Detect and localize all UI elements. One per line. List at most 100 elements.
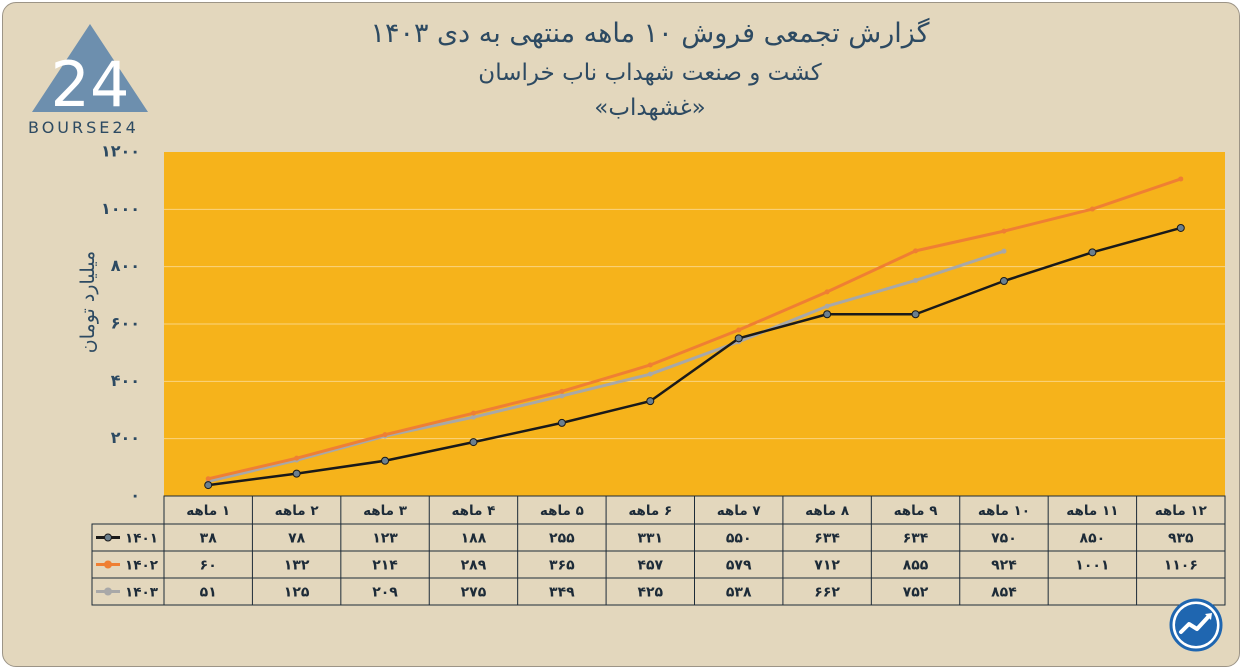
data-label: ۳۴۹ [549,585,575,601]
x-tick-label: ۱۱ ماهه [1066,503,1118,519]
y-tick-label: ۲۰۰ [111,428,140,447]
data-point [824,289,830,295]
y-tick-label: ۱۲۰۰ [101,142,140,161]
data-point [470,414,476,420]
series-line-۱۴۰۲ [207,177,1182,481]
data-label: ۵۱ [200,585,217,601]
trend-up-icon [1169,598,1223,652]
data-point [999,277,1008,285]
data-label: ۳۸ [200,531,218,547]
data-label: ۵۷۹ [726,558,752,574]
data-label: ۸۵۰ [1080,531,1106,547]
data-point [470,410,476,416]
x-tick-label: ۴ ماهه [451,503,495,519]
x-tick-label: ۹ ماهه [894,503,938,519]
plot-area [164,152,1225,496]
data-label: ۷۸ [288,531,306,547]
data-point [911,310,920,319]
data-point [1088,248,1097,257]
data-point [382,432,388,438]
data-point [1178,176,1184,182]
legend-marker [104,587,112,596]
y-tick-label: ۸۰۰ [111,256,140,275]
data-label: ۵۵۰ [726,531,752,547]
data-point [1001,228,1007,234]
data-label: ۹۳۵ [1168,531,1194,547]
logo-text: BOURSE24 [28,118,139,137]
data-label: ۸۵۴ [991,585,1017,601]
data-label: ۵۳۸ [726,585,752,601]
legend-marker [104,560,112,569]
logo-mark: 24 [51,48,130,121]
chart-subtitle: کشت و صنعت شهداب ناب خراسان [478,60,822,86]
data-point [647,362,653,368]
data-label: ۱۲۳ [372,531,398,547]
data-point [647,371,653,377]
data-label: ۸۵۵ [903,558,929,574]
data-label: ۹۲۴ [991,558,1017,574]
legend-label: ۱۴۰۲ [125,558,159,574]
data-label: ۱۸۸ [461,531,487,547]
data-label: ۶۳۴ [814,531,840,547]
data-point [559,388,565,394]
legend-label: ۱۴۰۱ [125,531,158,547]
data-point [823,310,832,319]
x-tick-label: ۶ ماهه [628,503,672,519]
data-point [294,455,300,461]
chart-title: گزارش تجمعی فروش ۱۰ ماهه منتهی به دی ۱۴۰… [370,18,930,49]
data-label: ۴۵۷ [637,558,663,574]
data-point [913,277,919,283]
data-label: ۱۰۰۱ [1075,558,1109,574]
legend-marker [104,533,112,542]
data-point [469,438,478,447]
x-tick-label: ۳ ماهه [363,503,408,519]
data-label: ۳۳۱ [637,531,663,547]
data-point [736,327,742,333]
data-label: ۱۱۰۶ [1164,558,1198,574]
data-label: ۷۱۲ [814,558,840,574]
data-label: ۲۸۹ [461,558,487,574]
y-tick-label: ۰ [130,486,140,505]
data-label: ۲۵۵ [549,531,575,547]
x-tick-label: ۸ ماهه [805,503,850,519]
data-point [1001,248,1007,254]
data-label: ۲۱۴ [372,558,398,574]
data-point [292,469,301,478]
x-tick-label: ۷ ماهه [717,503,762,519]
data-point [381,456,390,465]
data-point [559,393,565,399]
data-point [646,397,655,406]
y-tick-label: ۴۰۰ [111,371,140,390]
data-label: ۴۲۵ [637,585,663,601]
data-label: ۳۶۵ [549,558,575,574]
data-label: ۲۰۹ [372,585,398,601]
data-point [824,303,830,309]
data-point [204,481,213,490]
data-label: ۷۵۰ [991,531,1017,547]
x-tick-label: ۲ ماهه [275,503,320,519]
company-ticker: «غشهداب» [594,95,706,121]
data-label: ۶۳۴ [903,531,929,547]
y-tick-label: ۶۰۰ [111,314,140,333]
data-point [205,476,211,482]
data-point [1089,206,1095,212]
y-tick-label: ۱۰۰۰ [101,199,140,218]
legend-label: ۱۴۰۳ [125,585,159,601]
data-label: ۶۶۲ [814,585,840,601]
data-point [913,248,919,254]
data-point [1176,223,1185,232]
series-line-۱۴۰۱ [208,226,1182,487]
data-label: ۲۷۵ [461,585,487,601]
x-tick-label: ۱۰ ماهه [978,503,1030,519]
x-tick-label: ۵ ماهه [540,503,584,519]
data-point [734,334,743,343]
x-tick-label: ۱ ماهه [186,503,230,519]
data-point [557,418,566,427]
data-label: ۶۰ [200,558,217,574]
data-label: ۱۳۲ [284,558,310,574]
x-tick-label: ۱۲ ماهه [1155,503,1208,519]
series-line-۱۴۰۳ [207,249,1005,483]
data-label: ۷۵۲ [903,585,929,601]
data-label: ۱۲۵ [284,585,310,601]
